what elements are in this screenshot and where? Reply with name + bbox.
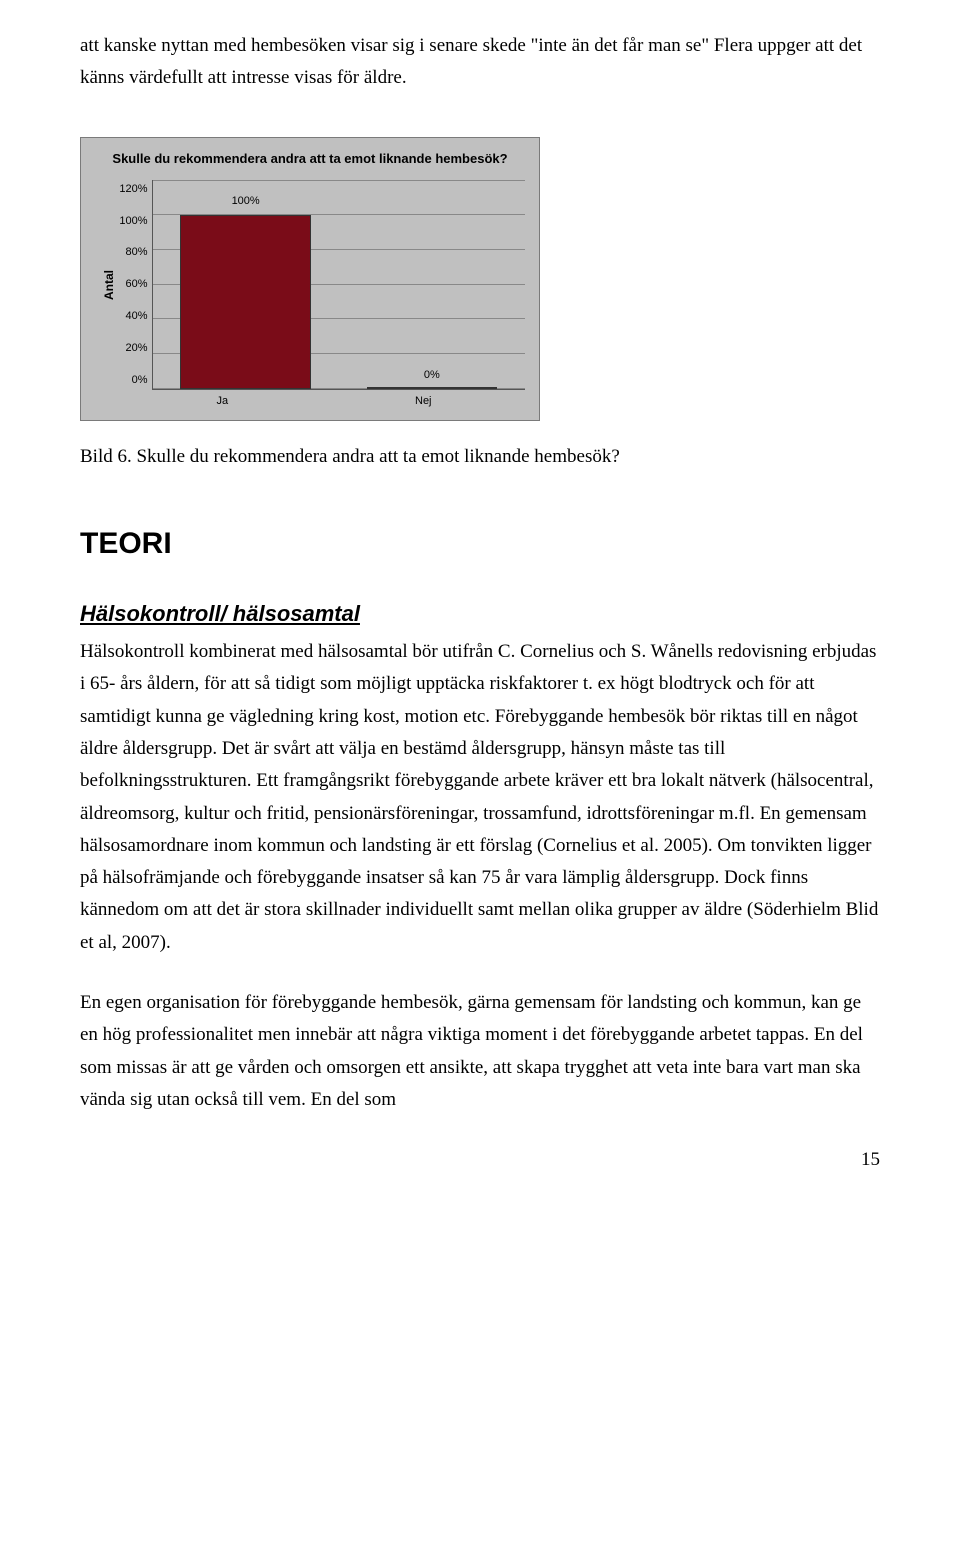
y-tick: 60% [119, 275, 147, 294]
figure-caption: Bild 6. Skulle du rekommendera andra att… [80, 441, 880, 473]
plot-area: 100% 0% [152, 180, 525, 390]
y-tick: 80% [119, 243, 147, 262]
y-tick: 120% [119, 180, 147, 199]
subheading-halsokontroll: Hälsokontroll/ hälsosamtal [80, 595, 880, 632]
bar-nej [367, 387, 497, 389]
bar-slot-nej: 0% [339, 180, 525, 389]
x-label: Nej [415, 392, 432, 411]
y-tick: 20% [119, 339, 147, 358]
section-heading-teori: TEORI [80, 518, 880, 569]
x-label: Ja [216, 392, 228, 411]
intro-paragraph: att kanske nyttan med hembesöken visar s… [80, 30, 880, 95]
recommend-chart: Skulle du rekommendera andra att ta emot… [80, 137, 540, 422]
x-labels: Ja Nej [123, 390, 525, 411]
body-paragraph-2: En egen organisation för förebyggande he… [80, 987, 880, 1116]
bar-ja [180, 215, 310, 389]
page-number: 15 [80, 1144, 880, 1176]
bar-slot-ja: 100% [153, 180, 339, 389]
bar-value-label: 100% [232, 192, 260, 211]
y-tick: 100% [119, 212, 147, 231]
body-paragraph-1: Hälsokontroll kombinerat med hälsosamtal… [80, 636, 880, 959]
bars-container: 100% 0% [153, 180, 525, 389]
y-axis-label: Antal [95, 270, 119, 300]
chart-body: Antal 120% 100% 80% 60% 40% 20% 0% 100% … [95, 180, 525, 390]
y-tick: 40% [119, 307, 147, 326]
chart-title: Skulle du rekommendera andra att ta emot… [95, 148, 525, 170]
bar-value-label: 0% [424, 366, 440, 385]
y-tick: 0% [119, 371, 147, 390]
y-ticks: 120% 100% 80% 60% 40% 20% 0% [119, 180, 151, 390]
